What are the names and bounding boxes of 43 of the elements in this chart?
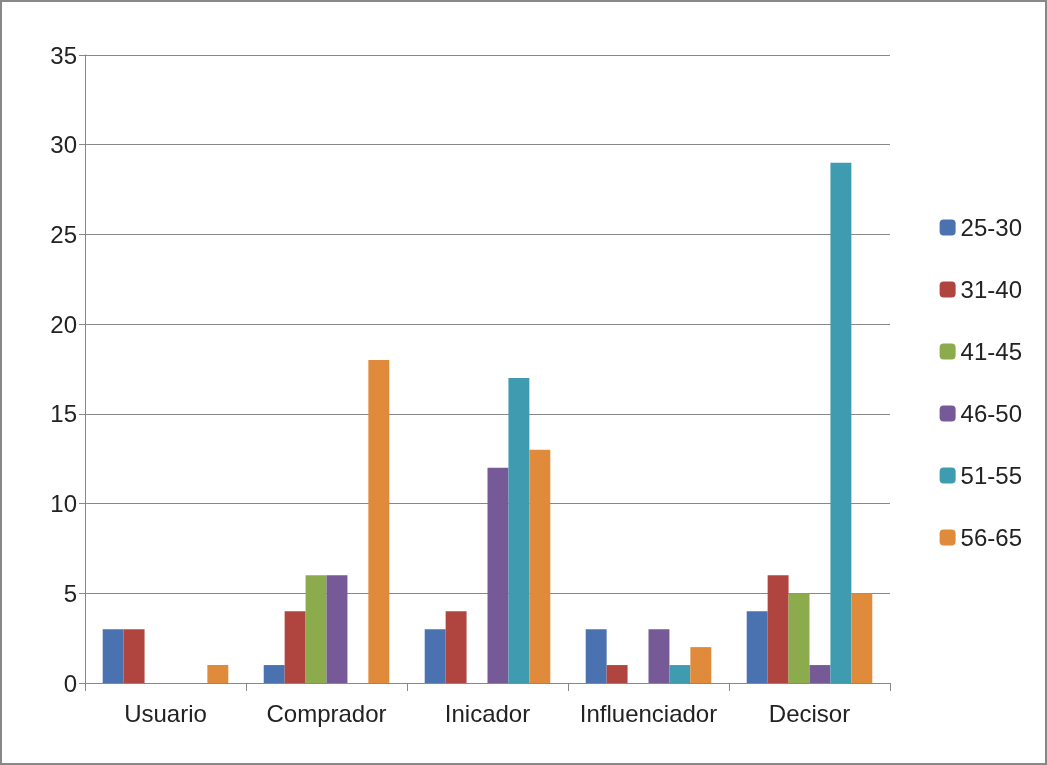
bar bbox=[424, 629, 446, 683]
bar bbox=[648, 629, 670, 683]
bar bbox=[508, 377, 530, 683]
y-tick-label: 15 bbox=[50, 400, 77, 428]
x-tick-label: Inicador bbox=[444, 699, 531, 727]
bar bbox=[606, 665, 628, 683]
bar bbox=[669, 665, 691, 683]
bar bbox=[263, 665, 285, 683]
y-tick-label: 5 bbox=[63, 579, 77, 607]
bar bbox=[102, 629, 124, 683]
bar bbox=[585, 629, 607, 683]
y-tick-label: 20 bbox=[50, 310, 77, 338]
x-tick-label: Comprador bbox=[266, 699, 387, 727]
x-tick-label: Influenciador bbox=[579, 699, 718, 727]
legend-label: 46-50 bbox=[960, 400, 1023, 427]
y-tick-label: 10 bbox=[50, 490, 77, 518]
bar bbox=[690, 647, 712, 683]
bar bbox=[830, 162, 852, 683]
bar bbox=[788, 593, 810, 683]
y-tick-label: 30 bbox=[50, 131, 77, 159]
bar bbox=[326, 575, 348, 683]
bar bbox=[207, 665, 229, 683]
x-tick-label: Usuario bbox=[124, 699, 207, 727]
y-tick-label: 0 bbox=[63, 669, 77, 697]
bar bbox=[529, 449, 551, 683]
y-tick-label: 25 bbox=[50, 220, 77, 248]
bar bbox=[809, 665, 831, 683]
bar bbox=[487, 467, 509, 683]
bar bbox=[851, 593, 873, 683]
legend-label: 56-65 bbox=[960, 524, 1023, 551]
legend-label: 31-40 bbox=[960, 276, 1023, 303]
bar bbox=[445, 611, 467, 683]
legend-label: 51-55 bbox=[960, 462, 1023, 489]
y-tick-label: 35 bbox=[50, 41, 77, 69]
bar bbox=[746, 611, 768, 683]
bar bbox=[123, 629, 145, 683]
bar bbox=[767, 575, 789, 683]
legend-label: 25-30 bbox=[960, 214, 1023, 241]
legend-label: 41-45 bbox=[960, 338, 1023, 365]
bar bbox=[368, 360, 390, 683]
bar bbox=[305, 575, 327, 683]
x-tick-label: Decisor bbox=[768, 699, 851, 727]
bar bbox=[284, 611, 306, 683]
